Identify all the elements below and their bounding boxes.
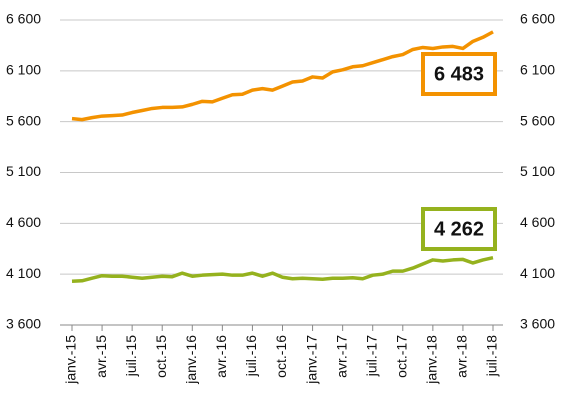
x-tick-label: oct.-16: [273, 335, 289, 378]
x-tick-label: janv.-17: [303, 335, 319, 385]
x-tick-label: avr.-15: [93, 335, 109, 378]
y-tick-label: 5 600: [6, 112, 41, 128]
y-tick-label: 4 100: [6, 265, 41, 281]
y2-tick-label: 6 100: [520, 62, 555, 78]
x-tick-label: oct.-17: [393, 335, 409, 378]
y2-tick-label: 5 100: [520, 163, 555, 179]
y2-tick-label: 4 600: [520, 214, 555, 230]
y-tick-label: 4 600: [6, 214, 41, 230]
x-tick-label: avr.-17: [333, 335, 349, 378]
x-tick-label: juil.-16: [243, 335, 259, 377]
y-tick-label: 5 100: [6, 163, 41, 179]
series-line: [71, 255, 494, 284]
value-label: 6 483: [434, 63, 484, 85]
y2-tick-label: 6 600: [520, 11, 555, 27]
x-tick-label: avr.-18: [454, 335, 470, 378]
value-label-box: [421, 207, 497, 251]
x-tick-label: juil.-15: [123, 335, 139, 377]
y-tick-label: 3 600: [6, 316, 41, 332]
y-tick-label: 6 600: [6, 11, 41, 27]
y2-tick-label: 5 600: [520, 112, 555, 128]
series-line: [71, 30, 494, 122]
x-tick-label: oct.-15: [153, 335, 169, 378]
value-label: 4 262: [434, 218, 484, 240]
x-tick-label: janv.-18: [424, 335, 440, 385]
y2-tick-label: 4 100: [520, 265, 555, 281]
x-tick-label: janv.-15: [63, 335, 79, 385]
y-tick-label: 6 100: [6, 62, 41, 78]
x-tick-label: avr.-16: [213, 335, 229, 378]
x-tick-label: juil.-18: [484, 335, 500, 377]
y2-tick-label: 3 600: [520, 316, 555, 332]
x-tick-label: juil.-17: [363, 335, 379, 377]
x-tick-label: janv.-16: [183, 335, 199, 385]
value-label-box: [421, 52, 497, 96]
